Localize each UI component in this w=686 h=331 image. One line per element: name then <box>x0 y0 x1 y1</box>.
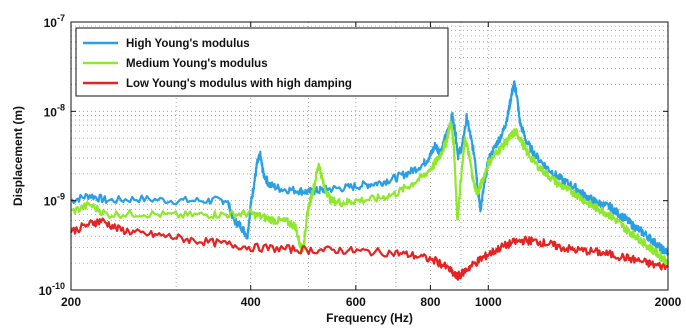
y-axis-label: Displacement (m) <box>11 106 25 206</box>
series-layer <box>69 80 670 281</box>
x-tick-label: 600 <box>346 295 366 309</box>
legend-box <box>75 27 449 97</box>
legend-label-medium: Medium Young's modulus <box>126 58 268 70</box>
x-tick-label: 200 <box>61 295 81 309</box>
plot-frame <box>70 21 669 291</box>
x-tick-label: 400 <box>241 295 261 309</box>
y-tick-label: 10-9 <box>44 192 65 209</box>
x-tick-label: 1000 <box>475 295 502 309</box>
legend: High Young's modulus Medium Young's modu… <box>75 27 449 97</box>
x-tick-label: 2000 <box>655 295 682 309</box>
y-tick-label: 10-7 <box>44 13 65 30</box>
legend-label-low: Low Young's modulus with high damping <box>126 78 352 90</box>
x-tick-label: 800 <box>420 295 440 309</box>
series-high-youngs-modulus <box>70 80 670 256</box>
x-axis-label: Frequency (Hz) <box>326 311 413 325</box>
series-low-youngs-modulus-high-damping <box>69 217 669 281</box>
y-tick-label: 10-8 <box>44 102 65 119</box>
series-medium-youngs-modulus <box>70 120 670 266</box>
legend-label-high: High Young's modulus <box>126 38 250 50</box>
